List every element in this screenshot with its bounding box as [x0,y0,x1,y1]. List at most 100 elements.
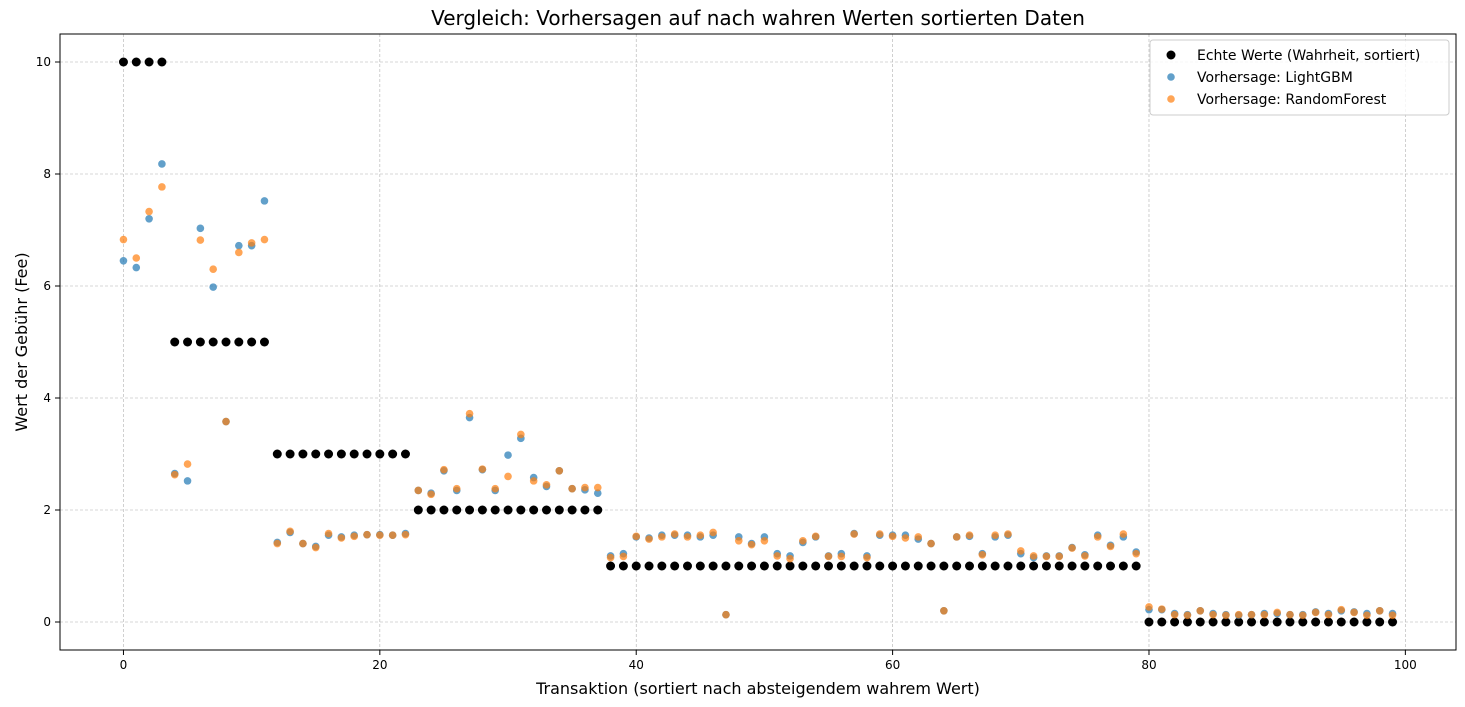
grid [60,34,1456,650]
data-point [170,337,180,347]
data-point [529,477,538,485]
data-point [708,561,718,571]
data-point [478,465,487,473]
data-point [644,561,654,571]
data-point [1299,611,1307,620]
data-point [1311,617,1321,627]
axis-ticks: 0 20 40 60 80 100 0 2 4 6 8 10 [36,55,1417,672]
data-point [158,183,166,191]
data-point [593,483,602,492]
data-point [401,530,410,539]
data-point [977,561,987,571]
data-point [1311,608,1320,617]
data-point [118,57,128,67]
data-point [670,530,679,538]
data-point [260,235,269,244]
data-point [388,531,397,539]
plot-frame [59,33,1457,651]
data-point [849,561,859,571]
data-point [1093,561,1103,571]
data-point [683,533,692,541]
data-point [145,207,153,216]
data-point [901,534,910,542]
data-point [696,531,705,539]
data-point [145,215,153,223]
data-point [1388,611,1397,620]
data-point [581,483,589,492]
data-point [1016,561,1026,571]
data-point [452,505,462,515]
data-point [1388,617,1398,627]
data-point [286,527,294,536]
data-point [413,505,423,515]
data-point [1362,617,1372,627]
y-tick-label: 8 [43,167,51,181]
data-point [965,561,975,571]
y-tick-label: 0 [43,615,51,629]
data-point [209,283,217,291]
data-point [1055,552,1064,561]
data-point [1003,561,1013,571]
data-point [1106,561,1116,571]
data-point [952,533,961,541]
data-point [1298,617,1308,627]
data-point [1286,610,1294,619]
data-point [1336,617,1346,627]
data-point [1158,605,1166,613]
data-point [1221,617,1231,627]
x-tick-label: 40 [629,658,644,672]
y-tick-label: 2 [43,503,51,517]
data-point [1080,561,1090,571]
data-point [388,449,398,459]
data-point [1093,533,1102,541]
data-point [183,460,192,468]
data-point [1234,610,1243,619]
data-point [670,561,680,571]
data-point [759,561,769,571]
legend-box [1149,39,1450,116]
x-axis-label: Transaktion (sortiert nach absteigendem … [535,679,980,698]
data-point [799,537,807,545]
data-point [593,489,602,498]
data-point [1131,561,1141,571]
data-point [785,561,795,571]
data-point [1323,617,1333,627]
data-point [567,505,577,515]
data-point [1170,617,1180,627]
data-point [1208,617,1218,627]
data-point [773,552,782,560]
data-point [875,530,884,538]
data-point [631,561,641,571]
data-point [1004,530,1012,538]
data-point [491,484,500,493]
data-point [363,530,371,539]
data-point [1068,544,1076,552]
data-point [542,481,551,489]
data-point [298,449,308,459]
data-point [913,561,923,571]
data-point [850,530,858,538]
data-point [747,540,756,549]
data-point [1272,617,1282,627]
data-point [158,160,166,168]
data-point [1363,611,1371,620]
data-point [722,610,730,619]
data-point [939,561,949,571]
data-point [183,337,193,347]
data-point [337,534,346,542]
data-point [504,472,512,481]
data-point [235,248,243,257]
data-point [1259,617,1269,627]
legend-marker [1167,95,1175,103]
data-point [324,449,334,459]
data-point [541,505,551,515]
data-point [1247,610,1256,619]
data-point [170,470,179,479]
y-axis-label: Wert der Gebühr (Fee) [12,252,31,431]
data-point [222,417,230,426]
data-point [824,552,833,561]
data-point [926,561,936,571]
data-point [183,477,192,485]
data-point [311,449,321,459]
data-point [593,505,603,515]
